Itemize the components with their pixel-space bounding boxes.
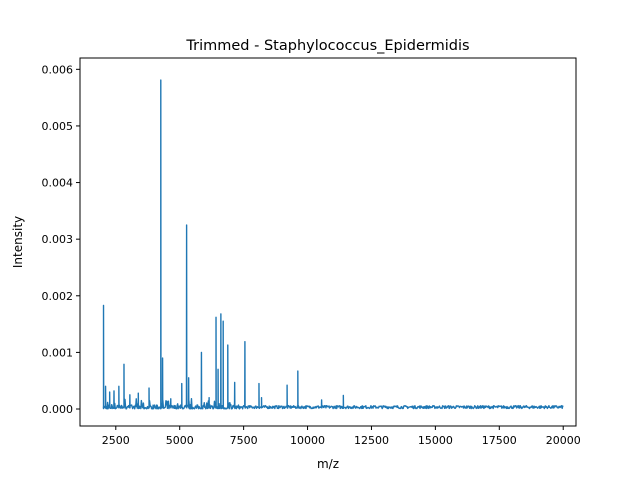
plot-frame (79, 57, 577, 427)
x-tick-label: 5000 (166, 434, 194, 447)
chart-title: Trimmed - Staphylococcus_Epidermidis (185, 38, 469, 54)
spectrum-series (102, 79, 564, 410)
x-tick-label: 7500 (230, 434, 258, 447)
x-axis-label: m/z (317, 457, 339, 471)
y-tick-label: 0.004 (42, 177, 74, 190)
y-tick-label: 0.003 (42, 233, 74, 246)
spectrum-line (102, 79, 564, 410)
y-tick-label: 0.006 (42, 63, 74, 76)
y-tick-label: 0.002 (42, 290, 74, 303)
y-tick-label: 0.005 (42, 120, 74, 133)
x-tick-label: 12500 (354, 434, 389, 447)
x-tick-label: 15000 (418, 434, 453, 447)
x-tick-label: 17500 (482, 434, 517, 447)
x-tick-label: 2500 (102, 434, 130, 447)
y-tick-label: 0.000 (42, 403, 74, 416)
y-tick-label: 0.001 (42, 346, 74, 359)
y-axis-ticks: 0.000 0.001 0.002 0.003 0.004 0.005 0.006 (42, 63, 80, 416)
x-tick-label: 10000 (290, 434, 325, 447)
y-axis-label: Intensity (11, 216, 25, 268)
x-axis-ticks: 2500 5000 7500 10000 12500 15000 17500 20000 (102, 426, 581, 447)
x-tick-label: 20000 (546, 434, 581, 447)
